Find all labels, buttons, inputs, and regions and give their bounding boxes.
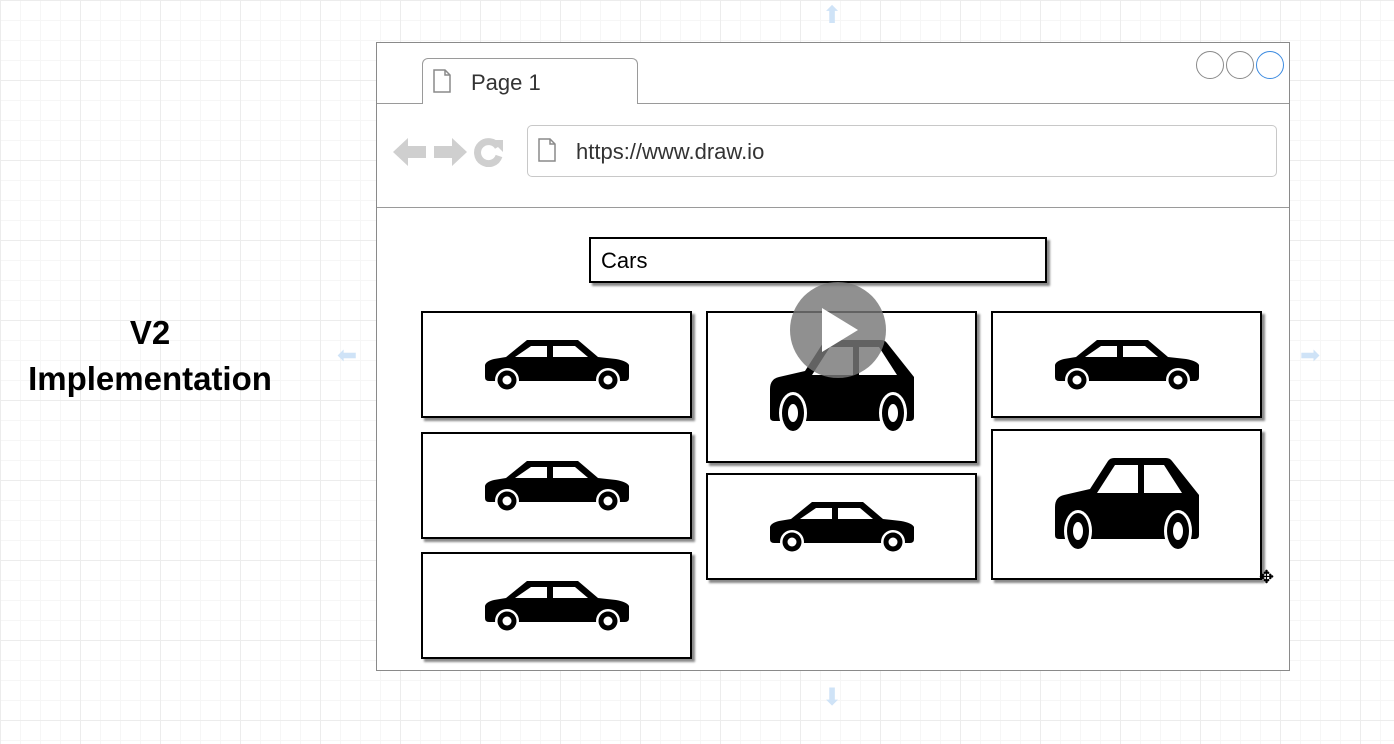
car-card[interactable]	[991, 429, 1262, 580]
search-input[interactable]: Cars	[589, 237, 1047, 283]
window-control-circle-icon[interactable]	[1196, 51, 1224, 79]
tab-bar-divider	[377, 103, 1289, 104]
car-card[interactable]	[991, 311, 1262, 418]
car-icon	[1052, 457, 1202, 553]
address-bar[interactable]: https://www.draw.io	[527, 125, 1277, 177]
car-icon	[482, 578, 632, 634]
page-icon	[538, 138, 556, 162]
move-handle-icon[interactable]: ✥	[1259, 567, 1275, 587]
window-control-circle-icon[interactable]	[1226, 51, 1254, 79]
connection-arrow-left-icon[interactable]: ⬅	[337, 342, 358, 369]
connection-arrow-right-icon[interactable]: ➡	[1300, 342, 1321, 369]
connection-arrow-down-icon[interactable]: ⬇	[822, 684, 843, 711]
car-card[interactable]	[421, 552, 692, 659]
window-control-circle-icon[interactable]	[1256, 51, 1284, 79]
page-icon	[433, 69, 451, 93]
search-input-value: Cars	[601, 248, 648, 273]
url-text: https://www.draw.io	[576, 139, 765, 164]
window-controls	[1196, 51, 1284, 79]
car-card[interactable]	[706, 473, 977, 580]
tab-label: Page 1	[471, 70, 541, 95]
car-card[interactable]	[421, 311, 692, 418]
browser-nav	[393, 137, 503, 167]
car-card[interactable]	[421, 432, 692, 539]
forward-arrow-icon[interactable]	[433, 137, 467, 167]
connection-arrow-up-icon[interactable]: ⬆	[822, 2, 843, 29]
refresh-icon[interactable]	[473, 137, 503, 167]
car-icon	[1052, 337, 1202, 393]
car-icon	[482, 337, 632, 393]
car-icon	[482, 458, 632, 514]
play-icon	[822, 308, 858, 352]
play-button[interactable]	[790, 282, 886, 378]
car-icon	[767, 499, 917, 555]
browser-mockup[interactable]: Page 1 https://www.draw.io Cars	[376, 42, 1290, 671]
browser-content-divider	[377, 207, 1289, 208]
diagram-label: V2 Implementation	[28, 314, 272, 397]
back-arrow-icon[interactable]	[393, 137, 427, 167]
browser-tab[interactable]: Page 1	[422, 58, 638, 104]
